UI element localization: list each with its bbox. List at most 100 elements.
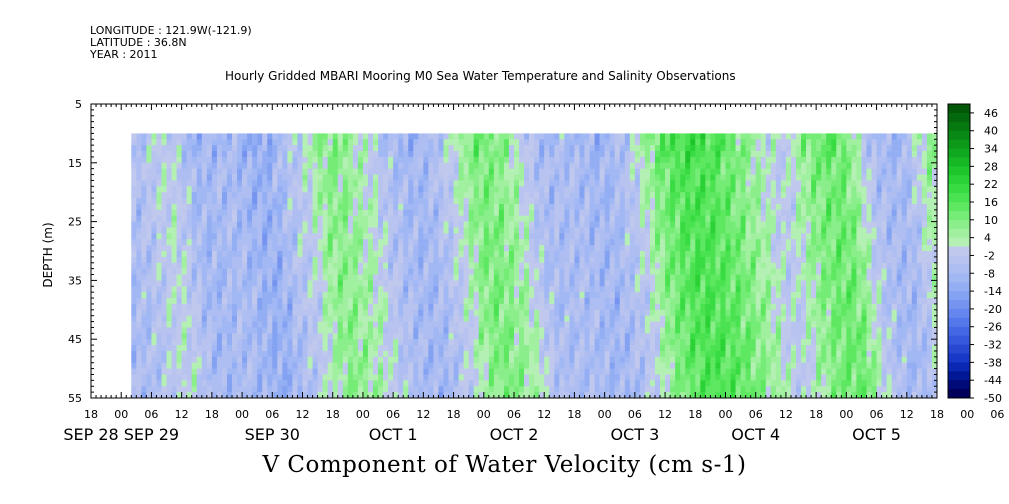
heatmap-cell — [156, 233, 162, 240]
heatmap-cell — [176, 392, 182, 399]
heatmap-cell — [670, 374, 676, 381]
heatmap-cell — [226, 368, 233, 375]
heatmap-cell — [463, 251, 469, 258]
heatmap-cell — [211, 256, 218, 264]
heatmap-cell — [352, 386, 359, 393]
heatmap-cell — [503, 221, 510, 228]
heatmap-cell — [403, 227, 409, 234]
heatmap-cell — [282, 362, 288, 369]
heatmap-cell — [292, 268, 298, 275]
heatmap-cell — [443, 192, 449, 199]
heatmap-cell — [191, 286, 198, 293]
heatmap-cell — [221, 239, 228, 246]
heatmap-cell — [468, 298, 475, 305]
heatmap-cell — [226, 251, 233, 258]
heatmap-cell — [257, 162, 263, 169]
heatmap-cell — [609, 274, 616, 281]
heatmap-cell — [544, 145, 550, 152]
heatmap-cell — [589, 133, 595, 140]
heatmap-cell — [232, 156, 238, 164]
heatmap-cell — [357, 392, 364, 399]
heatmap-cell — [458, 339, 464, 346]
heatmap-cell — [539, 333, 545, 340]
heatmap-cell — [670, 303, 676, 311]
heatmap-cell — [388, 256, 394, 264]
heatmap-cell — [191, 198, 198, 205]
heatmap-cell — [609, 139, 616, 146]
heatmap-cell — [468, 139, 475, 146]
heatmap-cell — [216, 303, 223, 311]
heatmap-cell — [675, 362, 681, 369]
heatmap-cell — [624, 374, 631, 381]
heatmap-cell — [181, 256, 187, 264]
heatmap-cell — [337, 233, 344, 240]
heatmap-cell — [216, 356, 223, 364]
heatmap-cell — [564, 280, 570, 287]
heatmap-cell — [569, 233, 575, 240]
heatmap-cell — [408, 262, 414, 269]
heatmap-cell — [136, 209, 142, 217]
heatmap-cell — [221, 268, 228, 275]
heatmap-cell — [201, 309, 208, 316]
heatmap-cell — [493, 162, 500, 169]
heatmap-cell — [342, 145, 349, 152]
heatmap-cell — [176, 362, 182, 369]
heatmap-cell — [191, 368, 198, 375]
heatmap-cell — [468, 321, 475, 328]
heatmap-cell — [508, 145, 515, 152]
heatmap-cell — [413, 245, 419, 252]
heatmap-cell — [519, 350, 525, 358]
heatmap-cell — [665, 339, 671, 346]
heatmap-cell — [488, 227, 495, 234]
heatmap-cell — [221, 286, 228, 293]
heatmap-cell — [448, 327, 454, 334]
heatmap-cell — [675, 327, 681, 334]
heatmap-cell — [403, 321, 409, 328]
heatmap-cell — [347, 221, 354, 228]
heatmap-cell — [136, 251, 142, 258]
heatmap-cell — [232, 186, 238, 193]
heatmap-cell — [665, 233, 671, 240]
heatmap-cell — [161, 339, 167, 346]
heatmap-cell — [574, 374, 580, 381]
heatmap-cell — [529, 303, 535, 311]
heatmap-cell — [624, 380, 631, 387]
heatmap-cell — [191, 374, 198, 381]
heatmap-cell — [685, 156, 691, 164]
heatmap-cell — [614, 192, 621, 199]
heatmap-cell — [267, 256, 273, 264]
heatmap-cell — [378, 186, 384, 193]
heatmap-cell — [604, 180, 610, 187]
heatmap-cell — [639, 380, 646, 387]
heatmap-cell — [398, 245, 404, 252]
heatmap-cell — [549, 133, 555, 140]
heatmap-cell — [660, 139, 666, 146]
heatmap-cell — [629, 215, 636, 222]
heatmap-cell — [438, 345, 444, 352]
heatmap-cell — [488, 139, 495, 146]
heatmap-cell — [473, 262, 480, 269]
heatmap-cell — [604, 215, 610, 222]
heatmap-cell — [685, 180, 691, 187]
heatmap-cell — [232, 233, 238, 240]
heatmap-cell — [443, 327, 449, 334]
heatmap-cell — [221, 303, 228, 311]
heatmap-cell — [347, 168, 354, 175]
heatmap-cell — [161, 133, 167, 140]
heatmap-cell — [569, 386, 575, 393]
heatmap-cell — [181, 151, 187, 158]
heatmap-cell — [453, 309, 459, 316]
heatmap-cell — [584, 268, 590, 275]
heatmap-cell — [665, 239, 671, 246]
heatmap-cell — [277, 356, 283, 364]
heatmap-cell — [670, 168, 676, 175]
heatmap-cell — [614, 168, 621, 175]
heatmap-cell — [514, 227, 520, 234]
heatmap-cell — [675, 162, 681, 169]
heatmap-cell — [408, 156, 414, 164]
heatmap-cell — [529, 274, 535, 281]
heatmap-cell — [378, 321, 384, 328]
heatmap-cell — [247, 339, 253, 346]
heatmap-cell — [433, 174, 439, 181]
heatmap-cell — [136, 139, 142, 146]
